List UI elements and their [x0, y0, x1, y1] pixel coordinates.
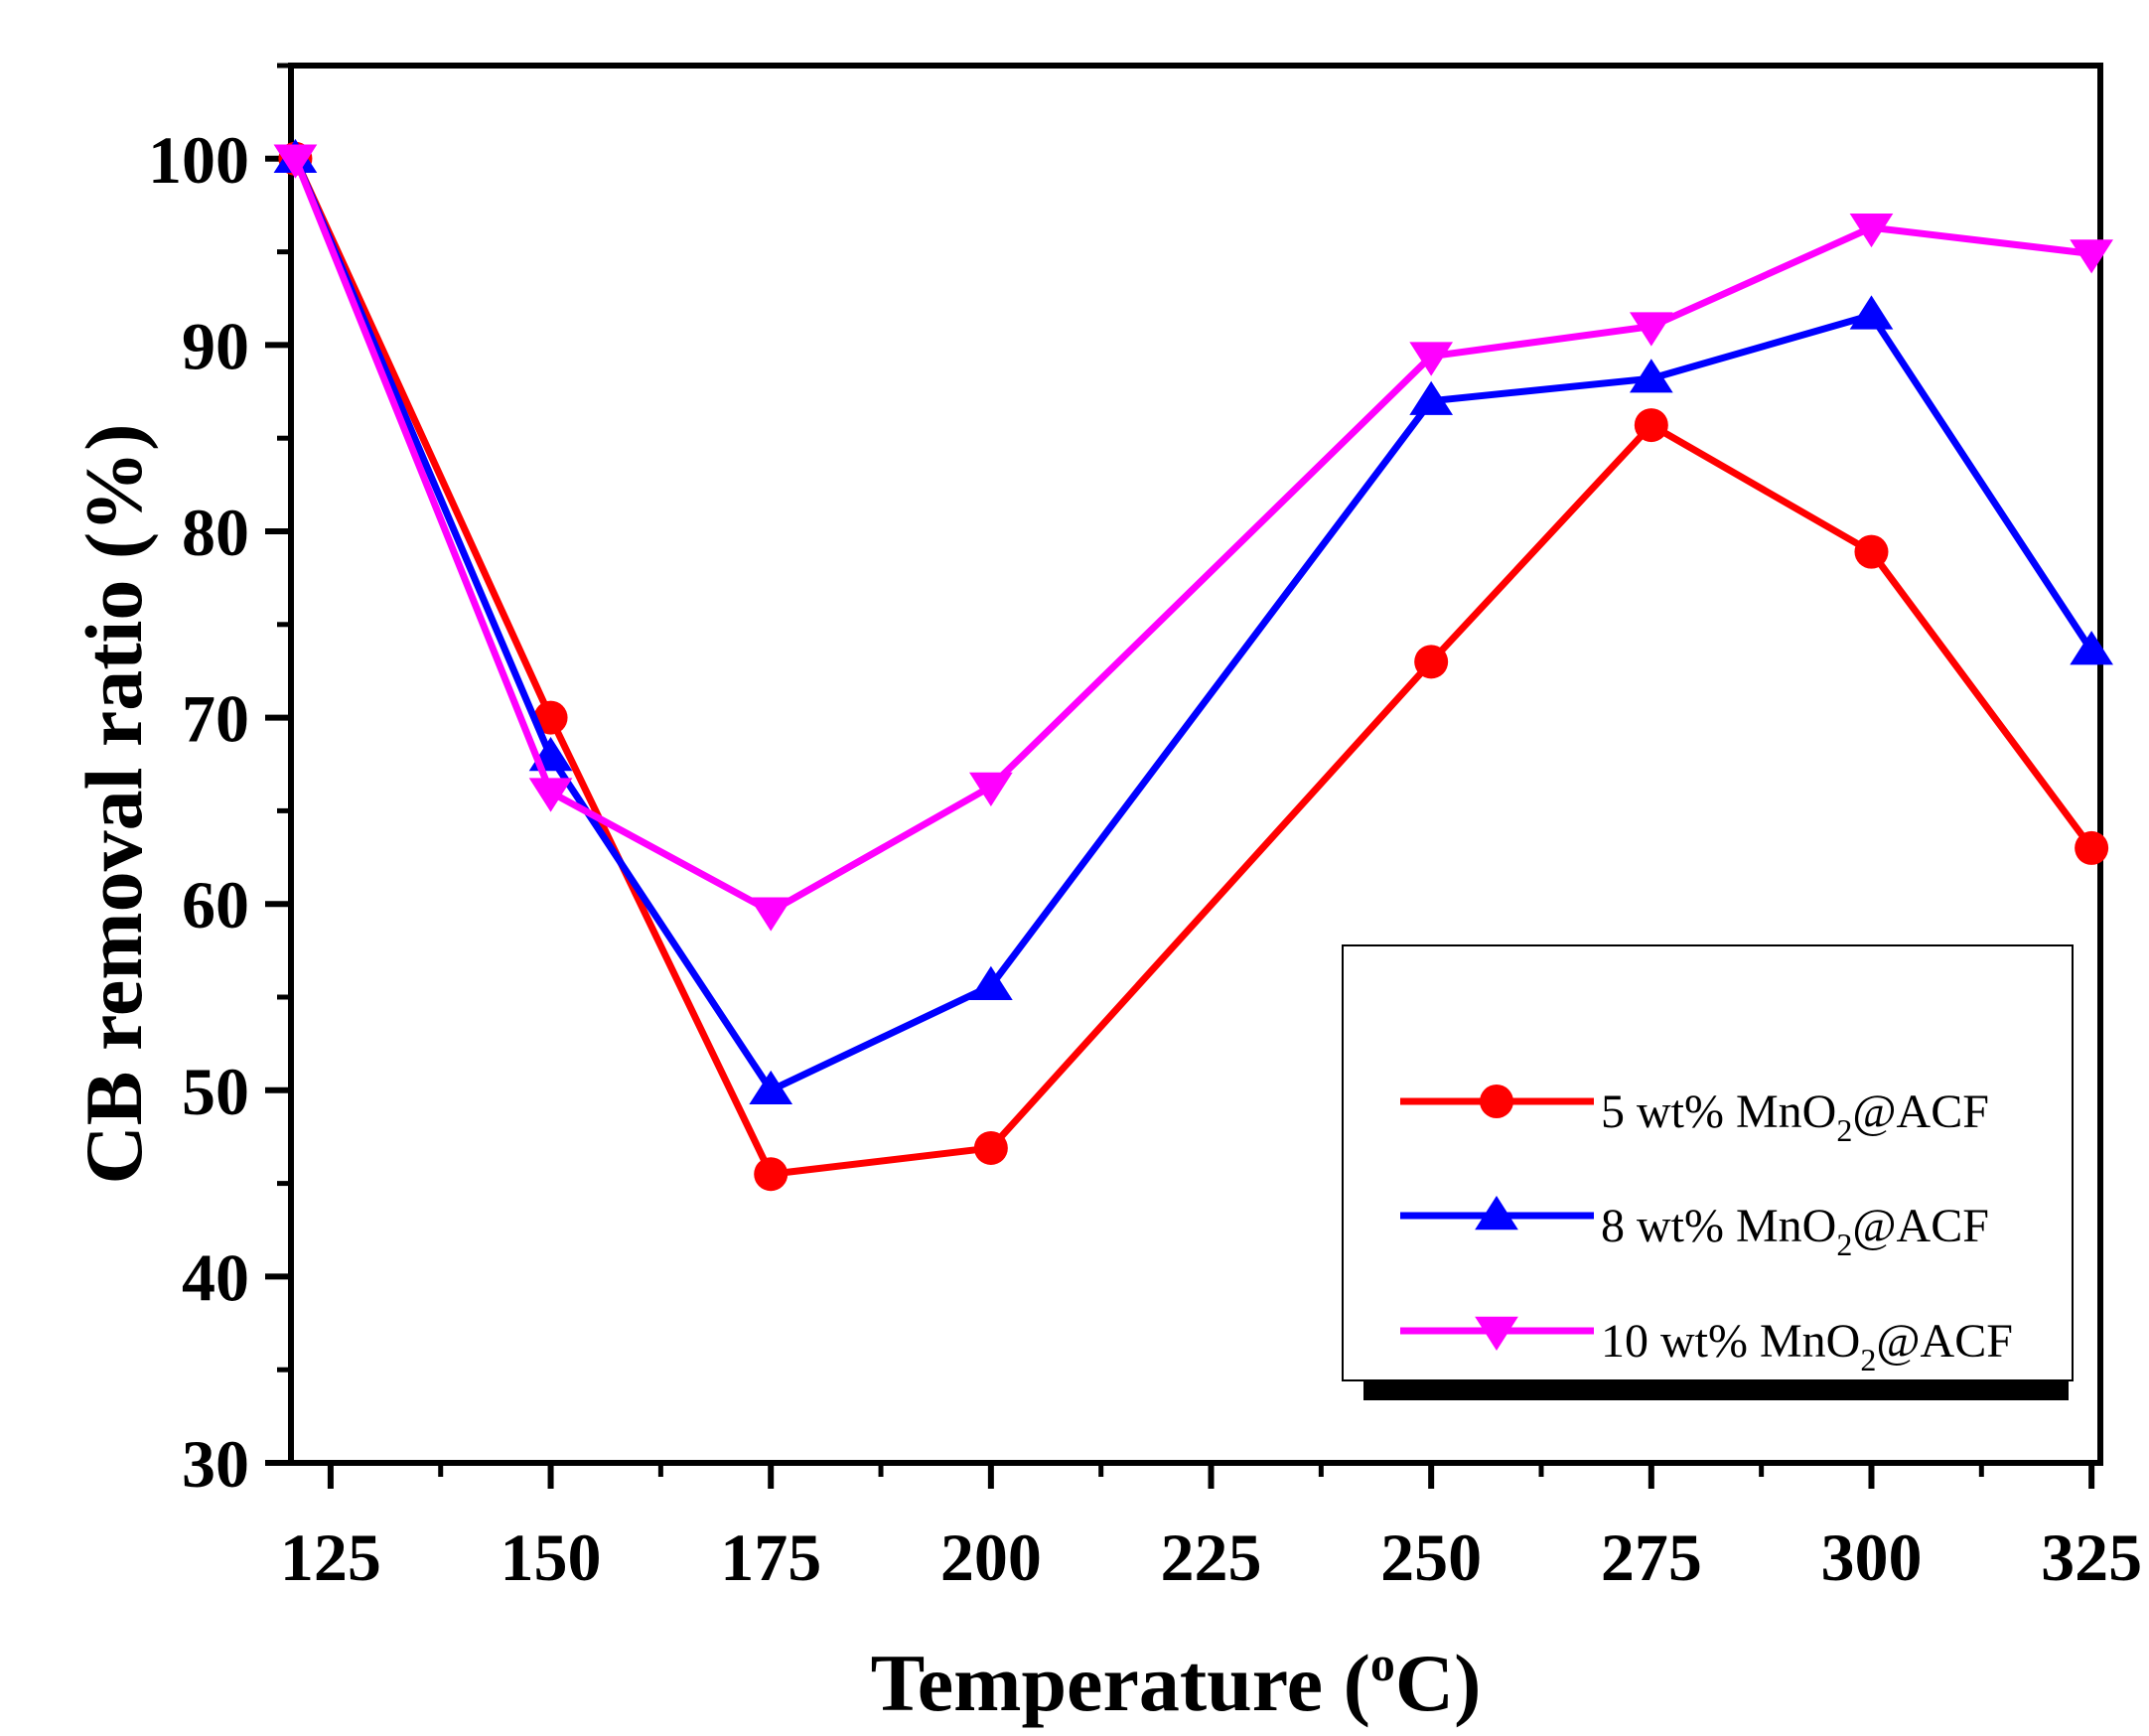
legend-entry: 10 wt% MnO2@ACF	[1400, 1315, 2013, 1377]
data-point	[1634, 408, 1668, 443]
data-point	[1414, 645, 1449, 679]
data-point	[2070, 631, 2113, 665]
legend-box	[1342, 944, 2074, 1381]
x-tick-label: 275	[1601, 1519, 1702, 1595]
legend-marker	[1475, 1316, 1518, 1351]
legend-label: 8 wt% MnO2@ACF	[1601, 1200, 1989, 1262]
x-tick-label: 200	[940, 1519, 1042, 1595]
y-tick-label: 50	[182, 1054, 249, 1129]
x-tick-label: 325	[2041, 1519, 2142, 1595]
data-point	[969, 772, 1013, 806]
x-tick-label: 225	[1161, 1519, 1262, 1595]
series-3	[273, 144, 2113, 932]
plot-frame	[288, 63, 2103, 1466]
y-tick-label: 40	[182, 1239, 249, 1315]
x-tick-label: 250	[1380, 1519, 1482, 1595]
x-tick-label: 300	[1820, 1519, 1922, 1595]
data-point	[1629, 312, 1673, 347]
y-tick-label: 90	[182, 308, 249, 383]
series-layer	[273, 138, 2113, 1192]
data-point	[1629, 359, 1673, 393]
data-point	[969, 965, 1013, 1000]
data-point	[1849, 213, 1894, 248]
legend-entry: 8 wt% MnO2@ACF	[1400, 1196, 1989, 1262]
data-point	[273, 144, 318, 179]
series-line	[292, 157, 2094, 1178]
x-tick-label: 175	[720, 1519, 821, 1595]
data-point	[754, 1157, 788, 1192]
legend-label: 10 wt% MnO2@ACF	[1601, 1315, 2013, 1377]
data-point	[1409, 380, 1454, 415]
x-tick-label: 150	[501, 1519, 602, 1595]
series-1	[278, 141, 2109, 1192]
legend-marker	[1475, 1196, 1518, 1230]
data-point	[528, 778, 573, 812]
y-tick-label: 80	[182, 495, 249, 570]
y-axis-title: CB removal ratio (%)	[69, 424, 159, 1185]
data-point	[1849, 295, 1894, 330]
legend-entry: 5 wt% MnO2@ACF	[1400, 1085, 1989, 1148]
y-tick-label: 70	[182, 681, 249, 757]
data-point	[1409, 342, 1454, 376]
legend-label: 5 wt% MnO2@ACF	[1601, 1085, 1989, 1148]
x-axis-title: Temperature (oC)	[871, 1636, 1482, 1728]
y-tick-label: 30	[182, 1426, 249, 1502]
axes-layer: 125 150 175 200 225 250 275 300 325 30 40 50 60 70 80 9…	[69, 63, 2142, 1728]
data-point	[749, 1070, 793, 1105]
x-tick-label: 125	[280, 1519, 381, 1595]
series-line	[292, 157, 2092, 916]
data-point	[2075, 830, 2109, 865]
data-point	[533, 700, 568, 735]
data-point	[749, 897, 793, 932]
legend: 5 wt% MnO2@ACF 8 wt% MnO2@ACF 10 wt% MnO2@…	[1342, 944, 2074, 1400]
data-point	[2070, 239, 2113, 274]
y-tick-label: 60	[182, 867, 249, 942]
data-point	[973, 1130, 1008, 1165]
y-tick-label: 100	[148, 122, 249, 198]
data-point	[1854, 534, 1889, 569]
legend-marker	[1480, 1085, 1513, 1118]
